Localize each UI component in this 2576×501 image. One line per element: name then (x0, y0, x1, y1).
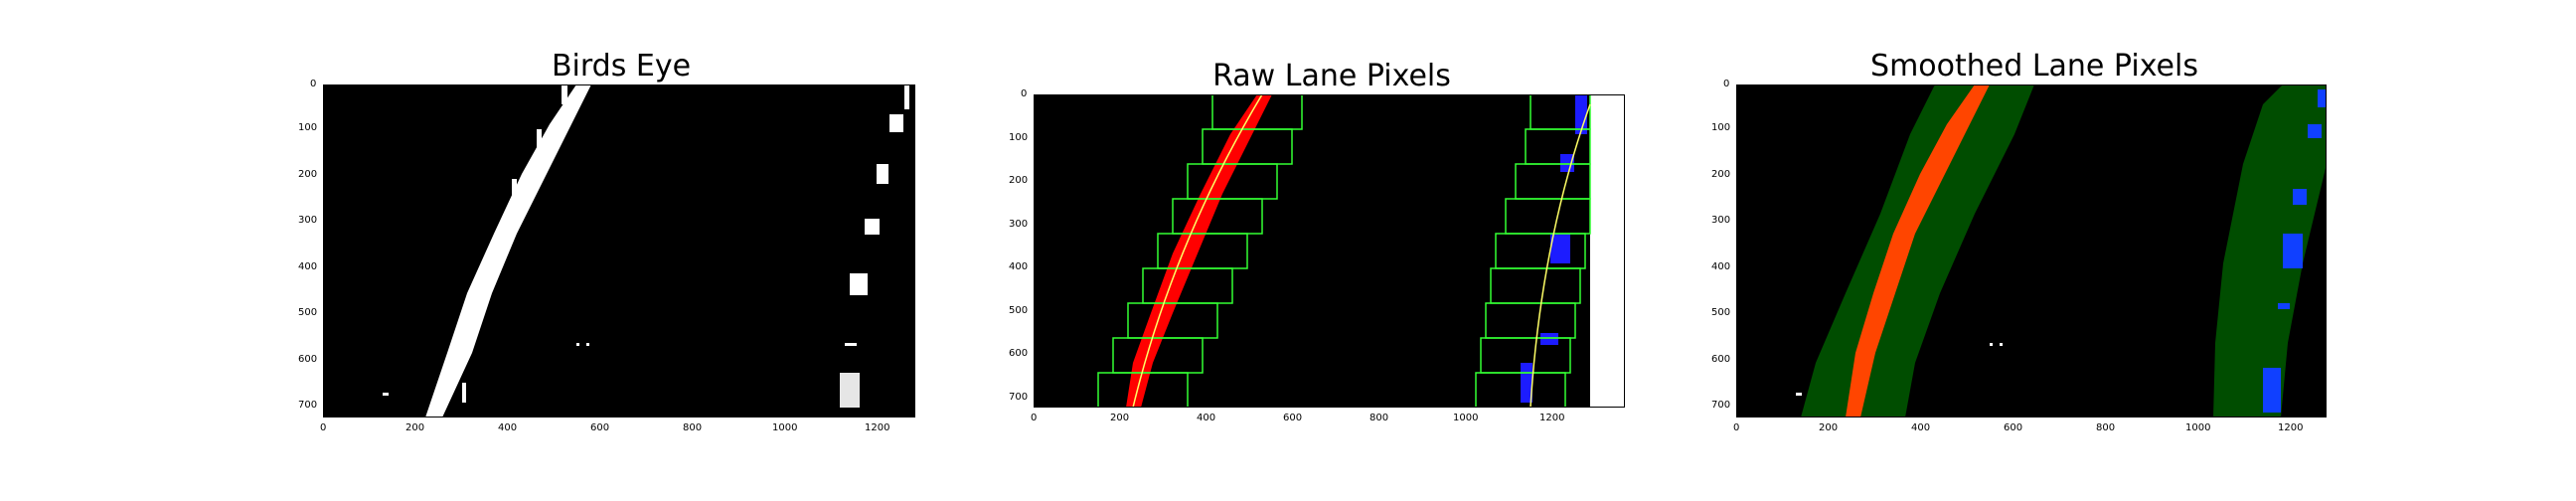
y-tick-label: 500 (1711, 307, 1731, 318)
y-tick-label: 400 (298, 261, 318, 272)
x-tick-label: 0 (1733, 422, 1740, 433)
y-tick-label: 100 (1711, 122, 1731, 133)
x-tick-label: 400 (1911, 422, 1931, 433)
x-tick-label: 0 (1031, 413, 1038, 423)
x-tick-label: 200 (1110, 413, 1130, 423)
left-fit-line (1132, 94, 1263, 408)
y-tick-label: 200 (298, 169, 318, 180)
left-lane-band (1801, 84, 2034, 418)
y-tick-label: 600 (1009, 348, 1029, 359)
x-tick-label: 1000 (2185, 422, 2211, 433)
y-tick-label: 700 (1009, 392, 1029, 403)
x-tick-label: 200 (405, 422, 425, 433)
y-tick-label: 0 (310, 79, 317, 89)
image-axes-birds-eye (323, 84, 915, 418)
y-tick-label: 400 (1009, 261, 1029, 272)
right-lane-band (2213, 84, 2327, 418)
x-tick-label: 800 (2096, 422, 2116, 433)
y-tick-label: 700 (298, 400, 318, 411)
search-windows-left (1097, 94, 1303, 408)
y-tick-label: 400 (1711, 261, 1731, 272)
panel-title: Birds Eye (551, 49, 692, 84)
y-tick-label: 0 (1021, 88, 1028, 99)
image-axes-smoothed-lane (1736, 84, 2327, 418)
left-lane-line (425, 84, 591, 418)
y-tick-label: 500 (298, 307, 318, 318)
x-tick-label: 600 (2004, 422, 2023, 433)
y-tick-label: 100 (1009, 132, 1029, 143)
y-tick-label: 600 (1711, 354, 1731, 365)
x-tick-label: 200 (1819, 422, 1839, 433)
x-tick-label: 1200 (2278, 422, 2304, 433)
y-tick-label: 300 (1711, 215, 1731, 226)
y-tick-label: 200 (1711, 169, 1731, 180)
raw-lane-image (1034, 94, 1591, 408)
left-lane-pixels-smoothed (1846, 84, 1990, 418)
panel-title: Smoothed Lane Pixels (1870, 49, 2198, 84)
y-tick-label: 500 (1009, 305, 1029, 316)
y-tick-label: 300 (1009, 219, 1029, 230)
y-tick-label: 700 (1711, 400, 1731, 411)
smoothed-lane-image (1736, 84, 2327, 418)
y-tick-label: 200 (1009, 175, 1029, 186)
y-tick-label: 100 (298, 122, 318, 133)
y-tick-label: 600 (298, 354, 318, 365)
x-tick-label: 1200 (1539, 413, 1565, 423)
image-axes-raw-lane (1034, 94, 1625, 408)
right-lane-pixels (1575, 94, 1587, 134)
right-lane-fragment (904, 84, 909, 109)
search-windows-right (1475, 94, 1591, 408)
x-tick-label: 400 (1197, 413, 1216, 423)
left-lane-pixels (1126, 94, 1272, 408)
x-tick-label: 800 (683, 422, 703, 433)
x-tick-label: 600 (1283, 413, 1303, 423)
x-tick-label: 1200 (865, 422, 890, 433)
right-lane-pixels-smoothed (2318, 89, 2326, 107)
x-tick-label: 1000 (772, 422, 798, 433)
x-tick-label: 1000 (1453, 413, 1479, 423)
y-tick-label: 0 (1723, 79, 1730, 89)
x-tick-label: 600 (590, 422, 610, 433)
panel-title: Raw Lane Pixels (1212, 59, 1451, 93)
y-tick-label: 300 (298, 215, 318, 226)
x-tick-label: 800 (1369, 413, 1389, 423)
x-tick-label: 0 (320, 422, 327, 433)
right-fit-line (1530, 103, 1591, 408)
x-tick-label: 400 (498, 422, 518, 433)
birds-eye-image (323, 84, 915, 418)
